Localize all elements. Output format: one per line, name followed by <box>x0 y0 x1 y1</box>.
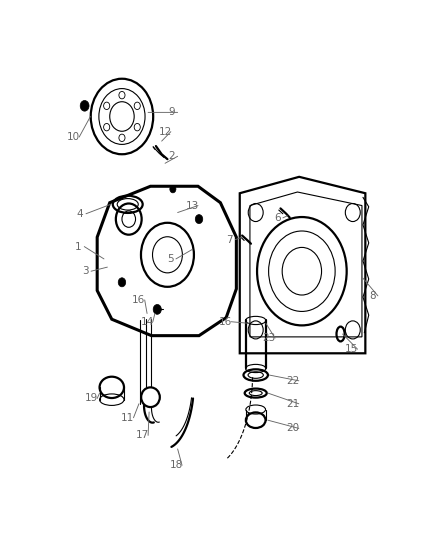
Text: 1: 1 <box>75 241 82 252</box>
Text: 14: 14 <box>141 317 154 327</box>
Circle shape <box>80 101 89 111</box>
Circle shape <box>153 304 161 314</box>
Text: 22: 22 <box>286 376 300 386</box>
Text: 11: 11 <box>121 413 134 423</box>
Text: 12: 12 <box>159 127 172 136</box>
Text: 7: 7 <box>226 235 233 245</box>
Text: 9: 9 <box>169 107 175 117</box>
Circle shape <box>119 134 125 142</box>
Circle shape <box>195 215 203 224</box>
Text: 4: 4 <box>77 209 84 219</box>
Circle shape <box>119 92 125 99</box>
Circle shape <box>104 124 110 131</box>
Circle shape <box>134 102 140 109</box>
Text: 3: 3 <box>82 266 88 276</box>
Text: 6: 6 <box>274 213 280 223</box>
Text: 15: 15 <box>345 344 358 354</box>
Text: 18: 18 <box>170 461 183 470</box>
Text: 17: 17 <box>136 430 149 440</box>
Circle shape <box>134 124 140 131</box>
Text: 13: 13 <box>186 200 199 211</box>
Circle shape <box>104 102 110 109</box>
Text: 20: 20 <box>286 423 300 433</box>
Text: 2: 2 <box>169 151 175 161</box>
Text: 16: 16 <box>132 295 145 305</box>
Text: 5: 5 <box>167 254 173 264</box>
Text: 16: 16 <box>219 317 232 327</box>
Text: 8: 8 <box>369 291 375 301</box>
Text: 19: 19 <box>85 393 98 403</box>
Text: 21: 21 <box>286 399 300 409</box>
Text: 23: 23 <box>263 333 276 343</box>
Circle shape <box>170 185 176 193</box>
Text: 10: 10 <box>67 132 80 142</box>
Circle shape <box>118 278 126 287</box>
